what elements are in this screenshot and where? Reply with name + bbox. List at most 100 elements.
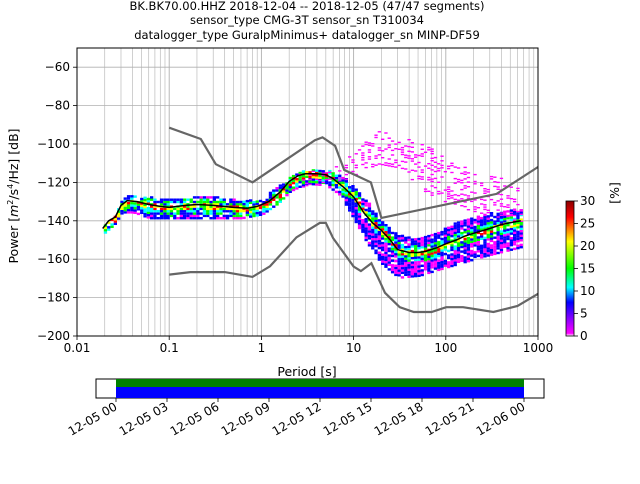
heatmap-cell (381, 232, 385, 236)
heatmap-cell (440, 260, 444, 264)
timeline-tick-label: 12-05 09 (219, 399, 273, 438)
heatmap-cell (496, 217, 500, 220)
heatmap-cell (344, 187, 348, 190)
heatmap-cell (371, 235, 375, 238)
heatmap-cell (480, 226, 484, 229)
heatmap-cell (493, 231, 497, 235)
heatmap-cell (324, 181, 329, 185)
heatmap-cell (453, 182, 457, 184)
heatmap-cell (354, 211, 358, 214)
heatmap-cell (460, 188, 464, 191)
heatmap-cell (433, 156, 438, 159)
heatmap-cell (466, 218, 471, 221)
heatmap-cell (400, 160, 405, 163)
heatmap-cell (173, 200, 177, 204)
heatmap-cell (348, 156, 352, 158)
heatmap-cell (374, 217, 378, 220)
heatmap-cell (503, 210, 507, 212)
heatmap-cell (496, 228, 500, 232)
heatmap-cell (367, 149, 372, 151)
heatmap-cell (437, 167, 441, 170)
heatmap-cell (143, 198, 147, 202)
heatmap-cell (404, 161, 408, 163)
heatmap-cell (381, 235, 385, 238)
heatmap-cell (480, 223, 484, 227)
heatmap-cell (466, 239, 471, 242)
heatmap-cell (126, 204, 131, 207)
heatmap-cell (473, 180, 477, 183)
heatmap-cell (433, 244, 438, 247)
heatmap-cell (516, 237, 520, 241)
heatmap-cell (443, 259, 447, 263)
y-tick-label: −140 (37, 214, 70, 228)
heatmap-cell (423, 261, 428, 264)
heatmap-cell (384, 226, 388, 229)
heatmap-cell (443, 171, 447, 173)
heatmap-cell (493, 185, 497, 188)
heatmap-cell (166, 212, 170, 215)
heatmap-cell (216, 212, 220, 215)
heatmap-cell (463, 178, 467, 180)
heatmap-cell (417, 270, 421, 273)
timeline-tick-label: 12-05 12 (270, 399, 324, 438)
heatmap-cell (456, 253, 461, 256)
heatmap-cell (466, 195, 471, 197)
heatmap-cell (394, 243, 398, 247)
heatmap-cell (252, 210, 256, 213)
heatmap-cell (377, 239, 381, 243)
heatmap-cell (404, 236, 408, 240)
heatmap-cell (348, 199, 352, 203)
heatmap-cell (519, 211, 523, 214)
heatmap-cell (513, 227, 517, 230)
heatmap-cell (331, 179, 335, 182)
heatmap-cell (430, 256, 434, 260)
heatmap-cell (394, 264, 398, 267)
heatmap-cell (400, 149, 405, 151)
heatmap-cell (351, 189, 355, 192)
heatmap-cell (410, 245, 414, 248)
x-tick-label: 10 (346, 341, 361, 355)
heatmap-cell (150, 214, 154, 218)
heatmap-cell (110, 223, 114, 226)
heatmap-cell (427, 167, 431, 169)
heatmap-cell (146, 209, 150, 212)
heatmap-cell (460, 243, 464, 246)
heatmap-cell (400, 151, 405, 153)
heatmap-cell (480, 221, 484, 224)
heatmap-cell (473, 221, 477, 224)
heatmap-cell (288, 190, 292, 193)
heatmap-cell (410, 240, 414, 244)
heatmap-cell (338, 186, 342, 189)
heatmap-cell (364, 222, 368, 225)
heatmap-cell (443, 243, 447, 247)
heatmap-cell (301, 174, 306, 178)
heatmap-cell (443, 264, 447, 267)
heatmap-cell (440, 265, 444, 268)
heatmap-cell (470, 224, 474, 227)
heatmap-cell (140, 207, 144, 210)
heatmap-cell (499, 216, 504, 219)
heatmap-cell (499, 203, 504, 205)
heatmap-cell (440, 240, 444, 243)
heatmap-cell (503, 227, 507, 230)
heatmap-cell (483, 227, 487, 230)
heatmap-cell (354, 164, 358, 166)
heatmap-cell (483, 255, 487, 258)
heatmap-cell (450, 248, 454, 252)
heatmap-cell (265, 205, 269, 208)
heatmap-cell (503, 215, 507, 218)
heatmap-cell (397, 251, 401, 254)
heatmap-cell (156, 200, 160, 204)
y-axis-ticks: −60−80−100−120−140−160−180−200 (37, 60, 77, 343)
heatmap-cell (156, 217, 160, 220)
heatmap-cell (377, 149, 381, 151)
heatmap-cell (288, 181, 292, 184)
heatmap-cell (150, 205, 154, 208)
heatmap-cell (410, 266, 414, 269)
colorbar-label: [%] (607, 182, 622, 204)
heatmap-cell (450, 225, 454, 228)
heatmap-cell (367, 216, 372, 219)
heatmap-cell (404, 252, 408, 256)
heatmap-cell (364, 211, 368, 214)
heatmap-cell (344, 194, 348, 197)
